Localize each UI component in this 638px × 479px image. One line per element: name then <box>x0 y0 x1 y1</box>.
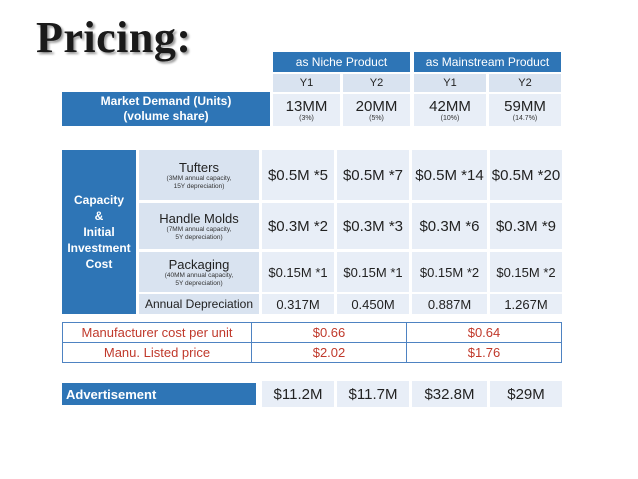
price-label: Manu. Listed price <box>62 342 252 363</box>
mainstream-value: $1.76 <box>406 342 562 363</box>
depreciation-value: 0.450M <box>337 294 409 314</box>
cost-cell: $0.5M *14 <box>412 150 487 200</box>
cost-cell: $0.15M *2 <box>490 252 562 292</box>
depreciation-value: 0.887M <box>412 294 487 314</box>
cost-label: Manufacturer cost per unit <box>62 322 252 343</box>
cost-cell: $0.5M *7 <box>337 150 409 200</box>
cost-cell: $0.3M *3 <box>337 203 409 249</box>
row-note: (40MM annual capacity, <box>164 271 234 279</box>
header-year: Y1 <box>273 74 340 92</box>
capacity-label-line: Capacity <box>73 193 125 207</box>
capacity-label-line: Initial <box>83 225 115 239</box>
depreciation-value: 1.267M <box>490 294 562 314</box>
niche-value: $0.66 <box>251 322 407 343</box>
demand-share: (14.7%) <box>512 115 538 122</box>
cost-cell: $0.3M *6 <box>412 203 487 249</box>
row-name: Tufters <box>179 159 219 175</box>
demand-value: 13MM <box>285 98 328 115</box>
cost-cell: $0.15M *1 <box>337 252 409 292</box>
row-note: (7MM annual capacity, <box>166 225 232 233</box>
table-row: Manu. Listed price $2.02 $1.76 <box>62 342 562 363</box>
advertisement-label: Advertisement <box>62 383 256 405</box>
market-demand-label-line1: Market Demand (Units) <box>100 94 232 108</box>
row-label-handle-molds: Handle Molds (7MM annual capacity, 5Y de… <box>139 203 259 249</box>
depreciation-value: 0.317M <box>262 294 334 314</box>
cost-price-table: Manufacturer cost per unit $0.66 $0.64 M… <box>62 322 562 363</box>
demand-cell: 42MM (10%) <box>414 94 486 126</box>
capacity-label-line: Cost <box>85 257 113 271</box>
demand-cell: 20MM (5%) <box>343 94 410 126</box>
demand-cell: 13MM (3%) <box>273 94 340 126</box>
cost-cell: $0.15M *2 <box>412 252 487 292</box>
row-name: Handle Molds <box>159 210 239 226</box>
cost-cell: $0.3M *9 <box>490 203 562 249</box>
niche-value: $2.02 <box>251 342 407 363</box>
advertisement-value: $11.7M <box>337 381 409 407</box>
cost-cell: $0.3M *2 <box>262 203 334 249</box>
mainstream-value: $0.64 <box>406 322 562 343</box>
demand-share: (10%) <box>440 115 460 122</box>
market-demand-label: Market Demand (Units) (volume share) <box>62 92 270 126</box>
advertisement-value: $11.2M <box>262 381 334 407</box>
cost-cell: $0.5M *20 <box>490 150 562 200</box>
capacity-label: Capacity & Initial Investment Cost <box>62 150 136 314</box>
row-name: Packaging <box>168 256 230 272</box>
capacity-label-line: Investment <box>67 241 131 255</box>
depreciation-label: Annual Depreciation <box>139 294 259 314</box>
advertisement-value: $32.8M <box>412 381 487 407</box>
header-year: Y2 <box>489 74 561 92</box>
header-mainstream-product: as Mainstream Product <box>414 52 561 72</box>
demand-value: 20MM <box>355 98 398 115</box>
row-label-tufters: Tufters (3MM annual capacity, 15Y deprec… <box>139 150 259 200</box>
demand-value: 42MM <box>429 98 471 115</box>
demand-share: (3%) <box>299 115 314 122</box>
table-row: Manufacturer cost per unit $0.66 $0.64 <box>62 322 562 343</box>
row-label-packaging: Packaging (40MM annual capacity, 5Y depr… <box>139 252 259 292</box>
capacity-label-line: & <box>94 209 104 223</box>
demand-value: 59MM <box>504 98 546 115</box>
advertisement-value: $29M <box>490 381 562 407</box>
market-demand-label-line2: (volume share) <box>123 109 209 123</box>
demand-share: (5%) <box>369 115 384 122</box>
row-note: 5Y depreciation) <box>175 279 223 287</box>
row-note: 5Y depreciation) <box>175 233 223 241</box>
cost-cell: $0.5M *5 <box>262 150 334 200</box>
header-year: Y1 <box>414 74 486 92</box>
header-year: Y2 <box>343 74 410 92</box>
page-title: Pricing: <box>36 13 192 62</box>
row-note: (3MM annual capacity, <box>166 174 232 182</box>
row-note: 15Y depreciation) <box>173 182 225 190</box>
header-niche-product: as Niche Product <box>273 52 410 72</box>
demand-cell: 59MM (14.7%) <box>489 94 561 126</box>
cost-cell: $0.15M *1 <box>262 252 334 292</box>
